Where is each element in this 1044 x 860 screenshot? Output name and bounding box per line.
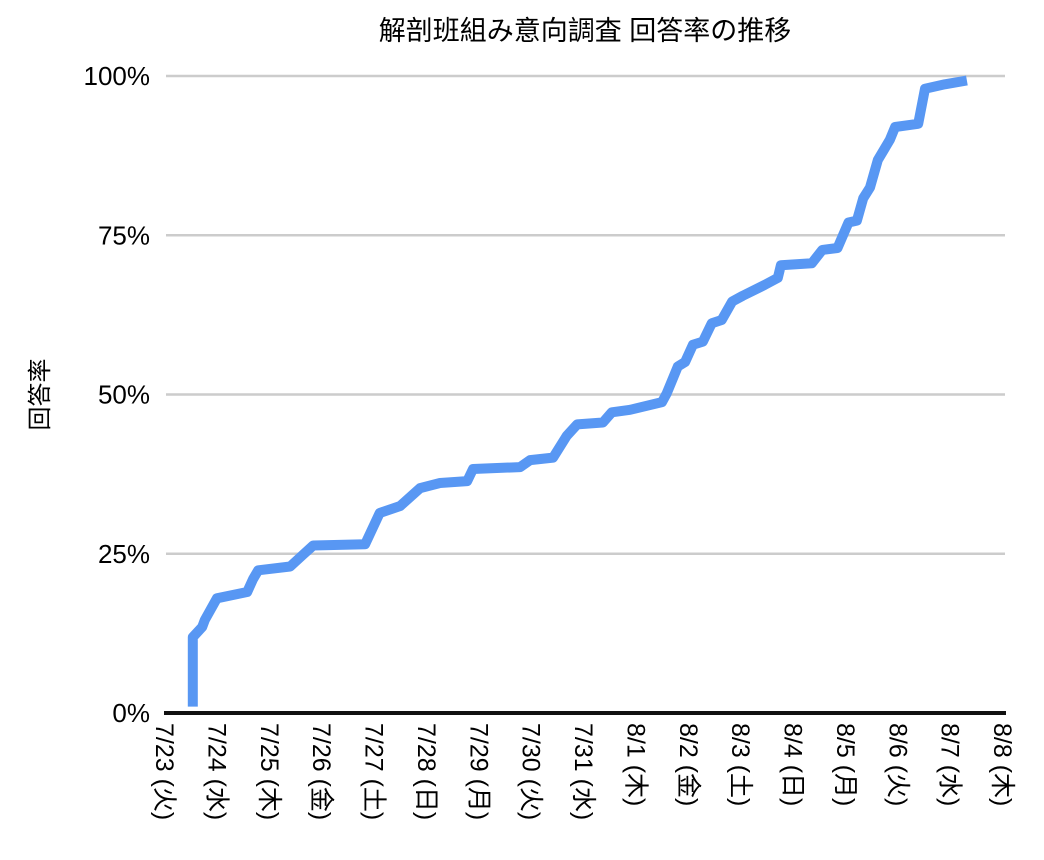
series-line-response-rate xyxy=(187,75,968,707)
y-axis-tick-labels: 0% 25% 50% 75% 100% xyxy=(84,61,151,728)
series-layer xyxy=(187,75,968,707)
x-tick-label-1: 7/23 (火) xyxy=(150,723,178,820)
x-tick-group: 7/27 (土) xyxy=(360,723,388,820)
x-tick-group: 8/3 (土) xyxy=(726,723,754,806)
x-tick-group: 8/6 (火) xyxy=(883,723,911,806)
x-tick-group: 7/24 (水) xyxy=(202,723,230,820)
x-axis-tick-labels: 7/23 (火) 7/24 (水) 7/25 (木) 7/26 (金) 7/27 (土)… xyxy=(150,723,1016,820)
x-tick-group: 7/31 (水) xyxy=(569,723,597,820)
x-tick-group: 8/4 (日) xyxy=(779,723,807,806)
x-tick-group: 8/7 (水) xyxy=(936,723,964,806)
y-tick-label-0: 0% xyxy=(112,698,150,728)
x-tick-label-2: 7/24 (水) xyxy=(202,723,230,820)
x-tick-label-6: 7/28 (日) xyxy=(412,723,440,820)
y-tick-label-25: 25% xyxy=(98,539,150,569)
x-tick-group: 7/30 (火) xyxy=(517,723,545,820)
x-tick-label-11: 8/2 (金) xyxy=(674,723,702,806)
x-tick-group: 8/8 (木) xyxy=(988,723,1016,806)
x-tick-label-12: 8/3 (土) xyxy=(726,723,754,806)
x-tick-group: 8/2 (金) xyxy=(674,723,702,806)
y-tick-label-75: 75% xyxy=(98,220,150,250)
y-axis-title-group: 回答率 xyxy=(27,359,54,431)
x-tick-label-14: 8/5 (月) xyxy=(831,723,859,806)
y-tick-label-100: 100% xyxy=(84,61,151,91)
x-tick-group: 7/23 (火) xyxy=(150,723,178,820)
y-axis-title: 回答率 xyxy=(27,359,54,431)
y-tick-label-50: 50% xyxy=(98,380,150,410)
x-tick-label-5: 7/27 (土) xyxy=(360,723,388,820)
x-tick-group: 8/5 (月) xyxy=(831,723,859,806)
x-tick-label-16: 8/7 (水) xyxy=(936,723,964,806)
chart-title: 解剖班組み意向調査 回答率の推移 xyxy=(379,16,792,46)
x-tick-label-10: 8/1 (木) xyxy=(621,723,649,806)
x-tick-label-15: 8/6 (火) xyxy=(883,723,911,806)
x-tick-group: 7/28 (日) xyxy=(412,723,440,820)
x-tick-label-7: 7/29 (月) xyxy=(464,723,492,820)
x-tick-label-8: 7/30 (火) xyxy=(517,723,545,820)
x-tick-label-13: 8/4 (日) xyxy=(779,723,807,806)
x-tick-label-9: 7/31 (水) xyxy=(569,723,597,820)
x-tick-group: 7/25 (木) xyxy=(255,723,283,820)
gridlines xyxy=(166,74,1005,555)
x-tick-label-4: 7/26 (金) xyxy=(307,723,335,820)
x-tick-group: 8/1 (木) xyxy=(621,723,649,806)
x-tick-label-3: 7/25 (木) xyxy=(255,723,283,820)
x-tick-label-17: 8/8 (木) xyxy=(988,723,1016,806)
x-tick-group: 7/26 (金) xyxy=(307,723,335,820)
x-tick-group: 7/29 (月) xyxy=(464,723,492,820)
